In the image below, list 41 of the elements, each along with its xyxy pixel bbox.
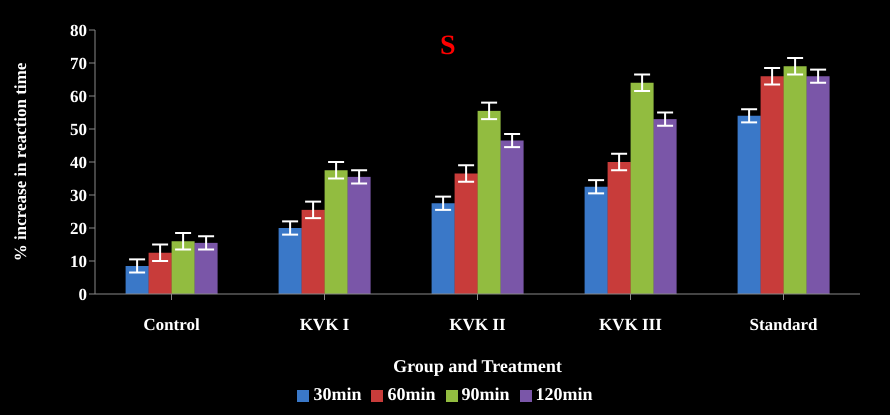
y-tick-label: 10	[70, 252, 87, 272]
bar	[324, 170, 348, 294]
bar	[454, 174, 478, 294]
x-tick-label: Control	[143, 315, 200, 334]
x-axis-title: Group and Treatment	[393, 356, 562, 376]
bar	[302, 210, 325, 294]
bar	[432, 203, 455, 294]
bar	[278, 228, 302, 294]
y-tick-label: 80	[70, 21, 87, 40]
legend-label: 30min	[313, 384, 362, 404]
chart-title: S	[440, 30, 456, 62]
y-axis-title: % increase in reaction time	[11, 62, 30, 262]
bar	[172, 241, 195, 294]
bar	[738, 116, 761, 294]
y-tick-label: 40	[70, 153, 87, 172]
y-tick-label: 20	[70, 219, 87, 238]
bar	[584, 186, 608, 294]
bar	[148, 252, 172, 294]
y-tick-label: 30	[70, 186, 87, 206]
x-tick-label: KVK III	[599, 315, 662, 334]
y-tick-label: 60	[70, 87, 87, 106]
bar	[348, 176, 371, 294]
bar	[194, 242, 218, 294]
bar	[126, 266, 149, 294]
y-tick-label: 0	[78, 285, 87, 304]
bar	[784, 66, 807, 294]
y-tick-label: 50	[70, 120, 87, 140]
bar	[630, 82, 654, 294]
legend-label: 90min	[462, 384, 510, 404]
bar	[608, 162, 631, 294]
bar	[654, 119, 677, 294]
x-tick-label: KVK I	[300, 315, 350, 334]
legend-label: 120min	[536, 384, 593, 404]
y-tick-label: 70	[70, 54, 87, 74]
x-tick-label: KVK II	[449, 315, 506, 334]
bar	[760, 76, 784, 294]
legend-label: 60min	[387, 384, 436, 404]
bar	[478, 110, 501, 294]
bar	[500, 140, 524, 294]
x-tick-label: Standard	[749, 315, 818, 334]
bar	[806, 76, 830, 294]
